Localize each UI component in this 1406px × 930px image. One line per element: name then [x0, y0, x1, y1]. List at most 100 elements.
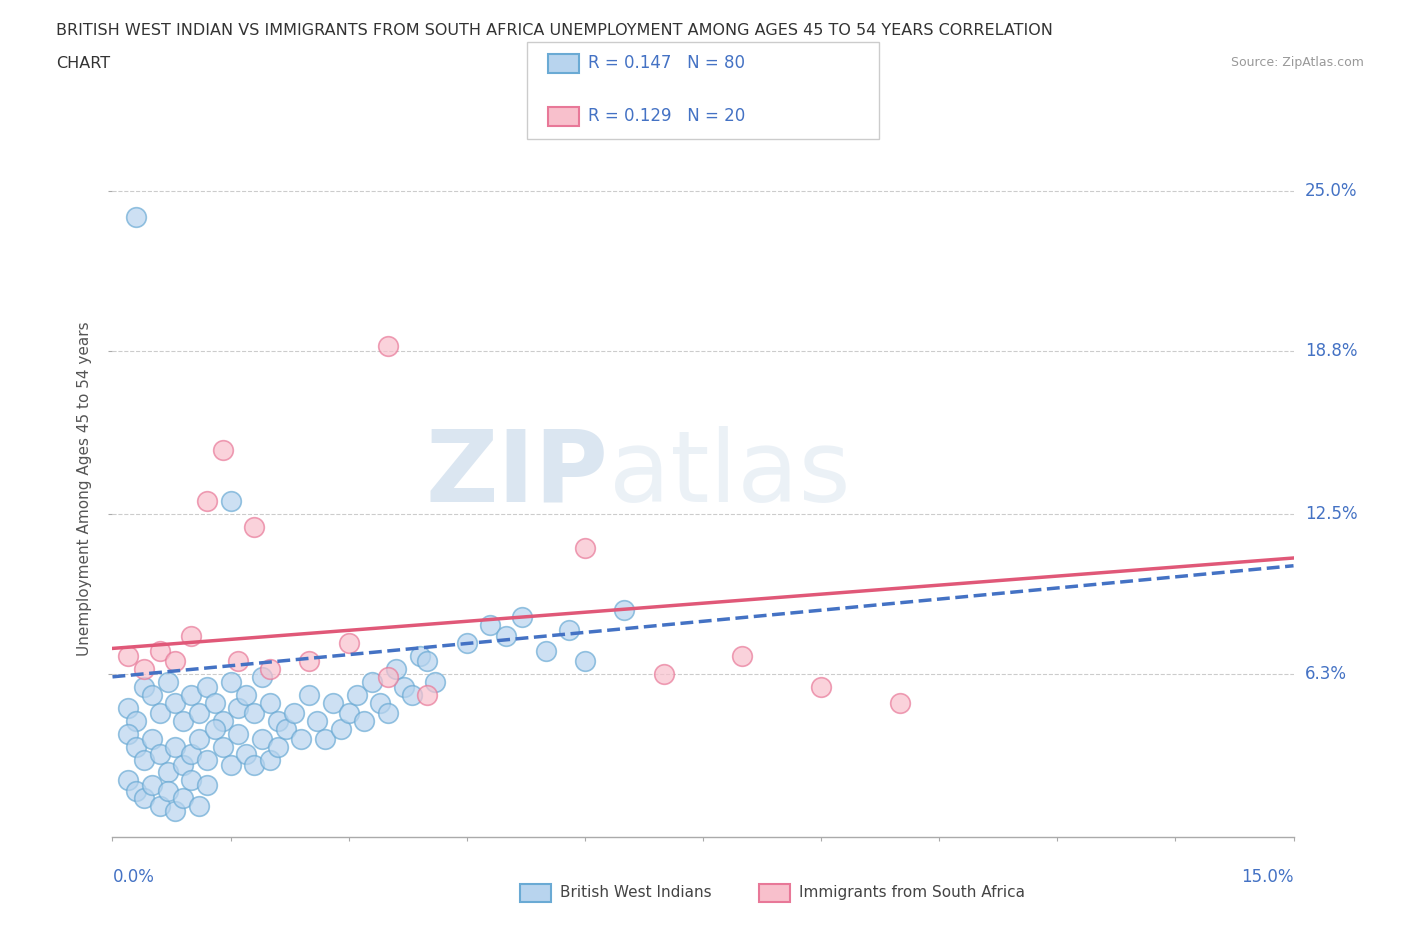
Point: [156, 783, 179, 798]
Text: 18.8%: 18.8%: [1305, 342, 1357, 360]
Point: [361, 674, 384, 689]
Point: [235, 747, 257, 762]
Point: [377, 670, 399, 684]
Text: 6.3%: 6.3%: [1305, 665, 1347, 684]
Text: CHART: CHART: [56, 56, 110, 71]
Point: [188, 731, 211, 746]
Point: [180, 747, 202, 762]
Point: [810, 680, 832, 695]
Text: ZIP: ZIP: [426, 426, 609, 523]
Point: [141, 777, 163, 792]
Point: [235, 687, 257, 702]
Point: [731, 649, 754, 664]
Text: 12.5%: 12.5%: [1305, 505, 1357, 523]
Point: [401, 687, 423, 702]
Point: [125, 739, 148, 754]
Point: [368, 696, 391, 711]
Point: [165, 804, 187, 818]
Point: [456, 636, 478, 651]
Text: R = 0.147   N = 80: R = 0.147 N = 80: [588, 54, 745, 73]
Point: [267, 739, 290, 754]
Point: [172, 713, 194, 728]
Point: [211, 442, 233, 457]
Point: [149, 747, 172, 762]
Point: [652, 667, 675, 682]
Point: [274, 721, 297, 736]
Point: [510, 610, 533, 625]
Point: [243, 706, 266, 721]
Point: [337, 706, 360, 721]
Point: [149, 799, 172, 814]
Text: R = 0.129   N = 20: R = 0.129 N = 20: [588, 107, 745, 126]
Point: [117, 700, 139, 715]
Point: [298, 654, 321, 669]
Point: [889, 696, 911, 711]
Text: BRITISH WEST INDIAN VS IMMIGRANTS FROM SOUTH AFRICA UNEMPLOYMENT AMONG AGES 45 T: BRITISH WEST INDIAN VS IMMIGRANTS FROM S…: [56, 23, 1053, 38]
Point: [125, 783, 148, 798]
Point: [204, 696, 226, 711]
Point: [329, 721, 352, 736]
Point: [425, 674, 447, 689]
Point: [408, 649, 430, 664]
Point: [267, 713, 290, 728]
Point: [228, 700, 250, 715]
Point: [211, 713, 233, 728]
Point: [322, 696, 344, 711]
Point: [141, 731, 163, 746]
Point: [259, 696, 281, 711]
Text: Immigrants from South Africa: Immigrants from South Africa: [799, 885, 1025, 900]
Point: [479, 618, 502, 632]
Point: [416, 687, 439, 702]
Point: [259, 661, 281, 676]
Point: [346, 687, 368, 702]
Point: [165, 739, 187, 754]
Point: [204, 721, 226, 736]
Point: [243, 757, 266, 772]
Point: [219, 674, 242, 689]
Point: [259, 752, 281, 767]
Point: [132, 680, 155, 695]
Point: [125, 713, 148, 728]
Point: [156, 674, 179, 689]
Point: [195, 680, 218, 695]
Point: [172, 790, 194, 805]
Point: [132, 752, 155, 767]
Point: [250, 731, 273, 746]
Point: [132, 790, 155, 805]
Text: 25.0%: 25.0%: [1305, 182, 1357, 200]
Point: [250, 670, 273, 684]
Point: [149, 706, 172, 721]
Point: [195, 752, 218, 767]
Point: [156, 765, 179, 780]
Point: [534, 644, 557, 658]
Point: [574, 654, 596, 669]
Text: British West Indians: British West Indians: [560, 885, 711, 900]
Point: [219, 494, 242, 509]
Point: [165, 654, 187, 669]
Point: [195, 777, 218, 792]
Point: [125, 209, 148, 224]
Point: [314, 731, 336, 746]
Point: [180, 687, 202, 702]
Point: [283, 706, 305, 721]
Point: [228, 654, 250, 669]
Point: [385, 661, 408, 676]
Point: [574, 540, 596, 555]
Point: [377, 339, 399, 353]
Point: [165, 696, 187, 711]
Point: [188, 799, 211, 814]
Point: [188, 706, 211, 721]
Point: [211, 739, 233, 754]
Point: [353, 713, 375, 728]
Point: [416, 654, 439, 669]
Point: [117, 649, 139, 664]
Text: Source: ZipAtlas.com: Source: ZipAtlas.com: [1230, 56, 1364, 69]
Y-axis label: Unemployment Among Ages 45 to 54 years: Unemployment Among Ages 45 to 54 years: [77, 321, 93, 656]
Point: [307, 713, 329, 728]
Text: 15.0%: 15.0%: [1241, 868, 1294, 885]
Point: [298, 687, 321, 702]
Point: [337, 636, 360, 651]
Point: [195, 494, 218, 509]
Point: [180, 628, 202, 643]
Text: 0.0%: 0.0%: [112, 868, 155, 885]
